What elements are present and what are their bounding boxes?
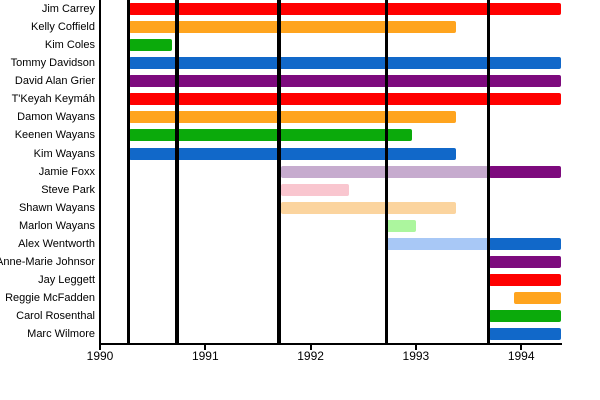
gridline — [175, 0, 179, 343]
axis-tick — [204, 345, 207, 350]
gridline — [384, 0, 389, 343]
row-label: Shawn Wayans — [18, 201, 95, 214]
row-label: T'Keyah Keymáh — [11, 93, 95, 106]
bar-segment — [386, 237, 489, 250]
bar-segment — [488, 309, 562, 322]
bar-segment — [129, 3, 562, 16]
row-label: Carol Rosenthal — [16, 309, 95, 322]
row-label: Kim Coles — [44, 39, 95, 52]
x-axis-line — [98, 343, 563, 345]
y-axis-line — [98, 0, 102, 343]
gridline — [126, 0, 131, 343]
bar-segment — [386, 219, 416, 232]
gridline — [486, 0, 491, 343]
axis-tick-label: 1991 — [191, 349, 219, 363]
row-label: Kelly Coffield — [31, 21, 95, 34]
axis-tick — [520, 345, 523, 350]
row-label: Tommy Davidson — [10, 57, 95, 70]
row-label: Anne-Marie Johnson — [0, 255, 95, 268]
row-label: Alex Wentworth — [18, 237, 95, 250]
row-label: Reggie McFadden — [5, 291, 95, 304]
bar-segment — [513, 291, 562, 304]
axis-tick — [309, 345, 312, 350]
axis-tick — [414, 345, 417, 350]
axis-tick-label: 1990 — [86, 349, 114, 363]
row-label: Marlon Wayans — [18, 219, 95, 232]
bar-segment — [129, 21, 456, 34]
axis-tick-label: 1993 — [402, 349, 430, 363]
bar-segment — [488, 328, 562, 340]
row-label: Jay Leggett — [38, 273, 95, 286]
axis-tick-label: 1992 — [297, 349, 324, 363]
row-label: Kim Wayans — [33, 147, 95, 160]
gridline — [277, 0, 281, 343]
bar-segment — [281, 183, 349, 196]
bar-segment — [488, 165, 562, 178]
bar-segment — [129, 93, 562, 106]
bar-segment — [129, 111, 456, 124]
row-label: Marc Wilmore — [27, 328, 95, 340]
row-label: Jamie Foxx — [38, 165, 95, 178]
bar-segment — [281, 201, 456, 214]
row-label: Steve Park — [41, 183, 95, 196]
bar-segment — [129, 147, 456, 160]
bar-segment — [129, 57, 562, 70]
row-label: Jim Carrey — [41, 3, 95, 16]
bar-segment — [129, 39, 172, 52]
bar-segment — [129, 129, 412, 142]
bar-segment — [488, 273, 562, 286]
row-label: Damon Wayans — [17, 111, 95, 124]
row-label: David Alan Grier — [14, 75, 95, 88]
bar-segment — [129, 75, 562, 88]
axis-tick-label: 1994 — [507, 349, 535, 363]
row-label: Keenen Wayans — [14, 129, 95, 142]
bar-segment — [488, 237, 562, 250]
axis-tick — [99, 345, 101, 350]
bar-segment — [488, 255, 562, 268]
